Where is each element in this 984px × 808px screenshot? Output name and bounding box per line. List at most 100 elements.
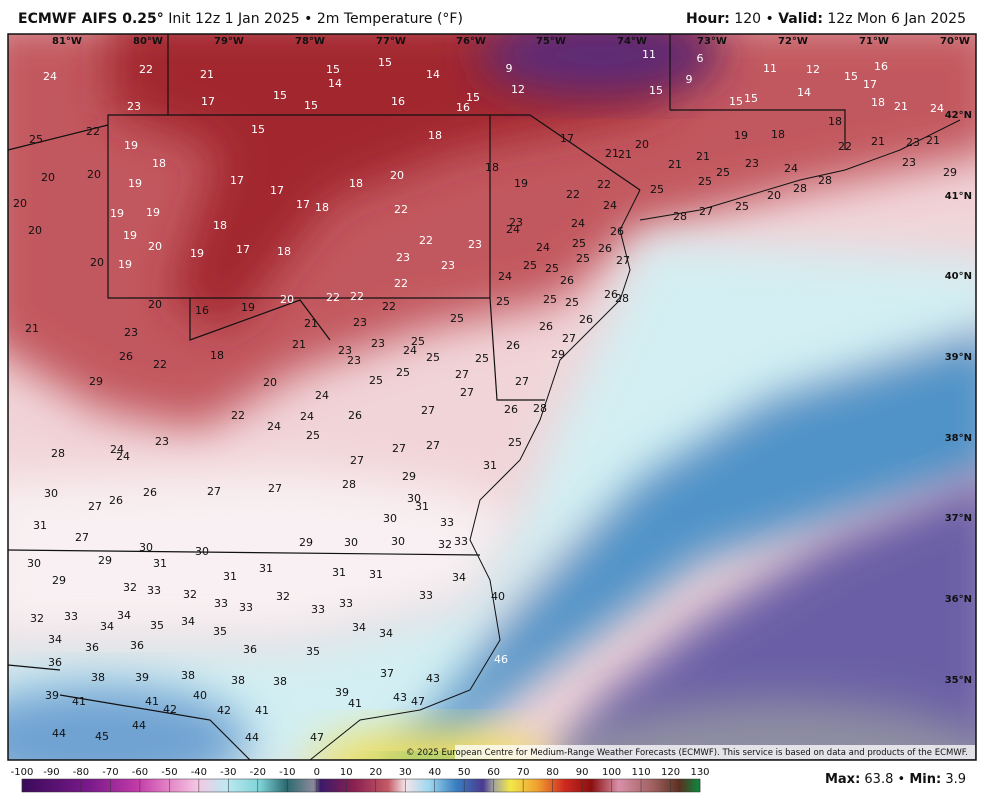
temp-label: 9 — [686, 73, 693, 86]
temp-label: 25 — [572, 237, 586, 250]
temp-label: 29 — [943, 166, 957, 179]
temp-label: 19 — [118, 258, 132, 271]
temp-label: 44 — [245, 731, 259, 744]
temp-label: 23 — [902, 156, 916, 169]
temp-label: 40 — [491, 590, 505, 603]
lat-label: 37°N — [945, 513, 972, 524]
temp-label: 22 — [139, 63, 153, 76]
temp-label: 45 — [95, 730, 109, 743]
temp-label: 24 — [536, 241, 550, 254]
temp-label: 20 — [87, 168, 101, 181]
temp-label: 26 — [560, 274, 574, 287]
min: 3.9 — [945, 772, 966, 787]
temp-label: 39 — [335, 686, 349, 699]
temp-label: 26 — [579, 313, 593, 326]
temp-label: 17 — [296, 198, 310, 211]
temp-label: 33 — [440, 516, 454, 529]
temp-label: 20 — [148, 240, 162, 253]
temp-label: 35 — [306, 645, 320, 658]
temp-label: 24 — [603, 199, 617, 212]
temp-label: 17 — [230, 174, 244, 187]
colorbar-tick-label: -90 — [43, 767, 59, 778]
credit: © 2025 European Centre for Medium-Range … — [406, 748, 968, 758]
temp-label: 18 — [210, 349, 224, 362]
colorbar-tick-label: 130 — [690, 767, 709, 778]
temp-label: 27 — [460, 386, 474, 399]
temp-label: 17 — [236, 243, 250, 256]
temp-label: 25 — [576, 252, 590, 265]
temp-label: 24 — [116, 450, 130, 463]
temp-label: 25 — [450, 312, 464, 325]
temp-label: 18 — [277, 245, 291, 258]
temp-label: 23 — [396, 251, 410, 264]
temp-label: 25 — [411, 335, 425, 348]
lon-label: 77°W — [376, 36, 406, 47]
valid-label: Valid: — [778, 11, 823, 27]
temp-label: 34 — [100, 620, 114, 633]
lon-label: 72°W — [778, 36, 808, 47]
temp-label: 17 — [270, 184, 284, 197]
temp-label: 34 — [352, 621, 366, 634]
temp-label: 23 — [353, 316, 367, 329]
temp-label: 32 — [276, 590, 290, 603]
temp-label: 25 — [496, 295, 510, 308]
temp-label: 38 — [181, 669, 195, 682]
temp-label: 28 — [342, 478, 356, 491]
temp-label: 26 — [604, 288, 618, 301]
temp-label: 27 — [207, 485, 221, 498]
temp-label: 15 — [326, 63, 340, 76]
temp-label: 30 — [391, 535, 405, 548]
colorbar-tick-label: 70 — [517, 767, 530, 778]
sep2: • — [897, 772, 906, 787]
max-min: Max: 63.8 • Min: 3.9 — [825, 772, 966, 787]
lon-label: 73°W — [697, 36, 727, 47]
temp-label: 34 — [117, 609, 131, 622]
temp-label: 20 — [263, 376, 277, 389]
temp-label: 24 — [43, 70, 57, 83]
colorbar-tick-label: 100 — [602, 767, 621, 778]
temp-label: 46 — [494, 653, 508, 666]
temp-label: 15 — [304, 99, 318, 112]
temp-label: 31 — [223, 570, 237, 583]
temp-label: 18 — [152, 157, 166, 170]
temp-label: 37 — [380, 667, 394, 680]
colorbar-tick-label: 40 — [428, 767, 441, 778]
colorbar-tick-label: -30 — [220, 767, 236, 778]
temp-label: 15 — [466, 91, 480, 104]
temp-label: 15 — [378, 56, 392, 69]
temp-label: 20 — [148, 298, 162, 311]
temp-label: 23 — [155, 435, 169, 448]
temp-label: 34 — [452, 571, 466, 584]
temp-label: 33 — [454, 535, 468, 548]
temp-label: 25 — [565, 296, 579, 309]
temp-label: 19 — [124, 139, 138, 152]
colorbar-tick-label: -80 — [73, 767, 89, 778]
temp-label: 23 — [347, 354, 361, 367]
temp-label: 41 — [348, 697, 362, 710]
temp-label: 26 — [143, 486, 157, 499]
lat-label: 40°N — [945, 271, 972, 282]
temp-label: 41 — [145, 695, 159, 708]
temp-label: 23 — [745, 157, 759, 170]
field — [8, 34, 976, 760]
temp-label: 40 — [193, 689, 207, 702]
temp-label: 33 — [239, 601, 253, 614]
temp-label: 27 — [421, 404, 435, 417]
temp-label: 29 — [402, 470, 416, 483]
lon-label: 76°W — [456, 36, 486, 47]
colorbar-tick-label: 50 — [458, 767, 471, 778]
temp-label: 34 — [48, 633, 62, 646]
temp-label: 27 — [75, 531, 89, 544]
temp-label: 27 — [350, 454, 364, 467]
temp-label: 18 — [871, 96, 885, 109]
colorbar-tick-label: 90 — [576, 767, 589, 778]
temp-label: 16 — [195, 304, 209, 317]
temp-label: 27 — [455, 368, 469, 381]
temp-label: 15 — [729, 95, 743, 108]
temp-label: 19 — [128, 177, 142, 190]
header-right: Hour: 120 • Valid: 12z Mon 6 Jan 2025 — [686, 11, 966, 27]
temp-label: 29 — [551, 348, 565, 361]
temp-label: 18 — [213, 219, 227, 232]
temp-label: 21 — [292, 338, 306, 351]
temp-label: 24 — [110, 443, 124, 456]
